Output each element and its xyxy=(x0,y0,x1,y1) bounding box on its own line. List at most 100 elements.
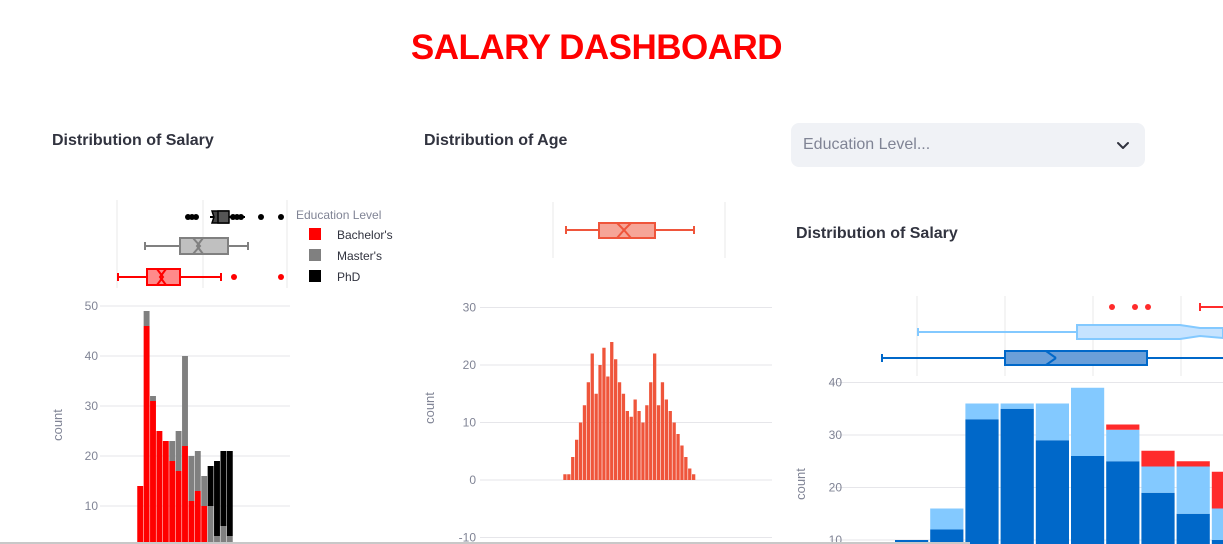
salary-bar-bachelors[interactable] xyxy=(162,441,169,542)
salary-right-bar-dark[interactable] xyxy=(1211,540,1223,544)
age-bar[interactable] xyxy=(653,353,657,481)
salary-bar-bachelors[interactable] xyxy=(143,326,150,542)
salary-right-bar-dark[interactable] xyxy=(1071,456,1105,544)
salary-right-bar-light[interactable] xyxy=(1000,403,1034,409)
salary-bar-masters[interactable] xyxy=(150,396,156,401)
age-bars[interactable] xyxy=(563,342,696,481)
age-bar[interactable] xyxy=(684,457,688,480)
education-level-select[interactable]: Education Level... xyxy=(791,123,1145,167)
salary-bar-bachelors[interactable] xyxy=(150,401,156,542)
salary-bar-phd[interactable] xyxy=(214,461,220,536)
salary-bar-bachelors[interactable] xyxy=(201,506,208,542)
salary-right-bar-light[interactable] xyxy=(1141,466,1175,493)
salary-bar-phd[interactable] xyxy=(226,451,233,536)
salary-right-bar-dark[interactable] xyxy=(930,529,964,544)
salary-bar-phd[interactable] xyxy=(220,451,227,526)
legend-label-bachelors[interactable]: Bachelor's xyxy=(337,228,393,242)
salary-bar-bachelors[interactable] xyxy=(188,501,195,542)
salary-bar-bachelors[interactable] xyxy=(169,461,176,542)
salary-right-bar-dark[interactable] xyxy=(965,419,999,544)
age-bar[interactable] xyxy=(606,376,610,481)
age-bar[interactable] xyxy=(688,468,692,481)
age-bar[interactable] xyxy=(625,411,629,480)
salary-right-bar-light[interactable] xyxy=(930,508,964,530)
salary-right-bar-light[interactable] xyxy=(1211,508,1223,541)
age-bar[interactable] xyxy=(664,399,668,481)
age-bar[interactable] xyxy=(629,416,633,480)
age-bar[interactable] xyxy=(645,405,649,480)
legend-swatch-bachelors[interactable] xyxy=(309,228,321,240)
salary-right-chart[interactable]: 10 20 30 40 count xyxy=(790,290,1223,544)
legend-swatch-masters[interactable] xyxy=(309,249,321,261)
age-bar[interactable] xyxy=(586,382,590,480)
salary-right-bar-red[interactable] xyxy=(1176,461,1210,467)
salary-bar-masters[interactable] xyxy=(226,536,233,542)
age-bar[interactable] xyxy=(621,393,626,480)
salary-education-chart[interactable]: Education Level Bachelor's Master's PhD … xyxy=(40,190,400,542)
salary-right-bar-light[interactable] xyxy=(1106,429,1140,462)
age-bar[interactable] xyxy=(660,382,665,480)
masters-boxplot xyxy=(144,237,249,255)
salary-right-bar-red[interactable] xyxy=(1211,471,1223,509)
age-bar[interactable] xyxy=(692,474,696,480)
legend-label-phd[interactable]: PhD xyxy=(337,270,361,284)
age-bar[interactable] xyxy=(590,353,594,481)
salary-right-bar-dark[interactable] xyxy=(1035,440,1069,544)
salary-bar-masters[interactable] xyxy=(214,536,220,542)
salary-bar-bachelors[interactable] xyxy=(194,491,201,542)
salary-right-bar-dark[interactable] xyxy=(1141,492,1175,544)
age-bar[interactable] xyxy=(563,474,567,480)
salary-right-bar-dark[interactable] xyxy=(1176,513,1210,544)
age-chart[interactable]: -10 0 10 20 30 count xyxy=(410,190,785,542)
salary-bar-masters[interactable] xyxy=(175,431,182,471)
salary-bar-masters[interactable] xyxy=(182,356,188,446)
salary-bar-masters[interactable] xyxy=(194,451,201,491)
salary-bar-masters[interactable] xyxy=(143,311,150,326)
age-bar[interactable] xyxy=(594,393,598,480)
age-bar[interactable] xyxy=(598,365,602,480)
horizontal-scrollbar[interactable] xyxy=(0,542,970,544)
salary-right-bar-red[interactable] xyxy=(1106,424,1140,430)
legend-label-masters[interactable]: Master's xyxy=(337,249,382,263)
salary-left-bars[interactable] xyxy=(137,311,239,542)
age-bar[interactable] xyxy=(578,422,583,481)
legend-swatch-phd[interactable] xyxy=(309,270,321,282)
age-bar[interactable] xyxy=(602,347,606,480)
salary-bar-masters[interactable] xyxy=(207,506,214,542)
salary-right-bar-dark[interactable] xyxy=(1106,461,1140,544)
age-bar[interactable] xyxy=(571,457,575,480)
salary-bar-masters[interactable] xyxy=(169,441,176,461)
salary-right-ylabel: count xyxy=(793,468,808,500)
salary-bar-masters[interactable] xyxy=(201,476,208,506)
age-bar[interactable] xyxy=(656,405,661,480)
age-bar[interactable] xyxy=(610,342,614,480)
salary-right-bar-light[interactable] xyxy=(1035,403,1069,441)
salary-bar-bachelors[interactable] xyxy=(137,486,144,542)
age-bar[interactable] xyxy=(575,439,579,480)
salary-bar-bachelors[interactable] xyxy=(156,431,163,542)
salary-bar-masters[interactable] xyxy=(188,456,195,501)
age-bar[interactable] xyxy=(567,474,571,480)
age-boxplot xyxy=(552,202,726,258)
salary-bar-bachelors[interactable] xyxy=(175,471,182,542)
salary-right-bar-light[interactable] xyxy=(965,403,999,420)
age-bar[interactable] xyxy=(614,359,618,480)
salary-right-bar-red[interactable] xyxy=(1141,450,1175,467)
salary-right-bar-light[interactable] xyxy=(1176,466,1210,514)
salary-right-bar-light[interactable] xyxy=(1071,387,1105,456)
age-bar[interactable] xyxy=(649,382,653,480)
age-bar[interactable] xyxy=(668,411,672,480)
salary-bar-masters[interactable] xyxy=(220,526,227,542)
salary-right-bars[interactable] xyxy=(895,387,1223,544)
age-bar[interactable] xyxy=(676,434,680,480)
salary-right-bar-dark[interactable] xyxy=(1000,408,1034,544)
salary-bar-bachelors[interactable] xyxy=(182,446,188,542)
age-bar[interactable] xyxy=(637,411,641,480)
age-bar[interactable] xyxy=(680,445,684,481)
age-bar[interactable] xyxy=(582,405,587,480)
age-bar[interactable] xyxy=(672,422,676,481)
age-bar[interactable] xyxy=(633,399,637,481)
salary-bar-phd[interactable] xyxy=(207,466,214,506)
age-bar[interactable] xyxy=(617,382,622,480)
age-bar[interactable] xyxy=(641,422,645,481)
